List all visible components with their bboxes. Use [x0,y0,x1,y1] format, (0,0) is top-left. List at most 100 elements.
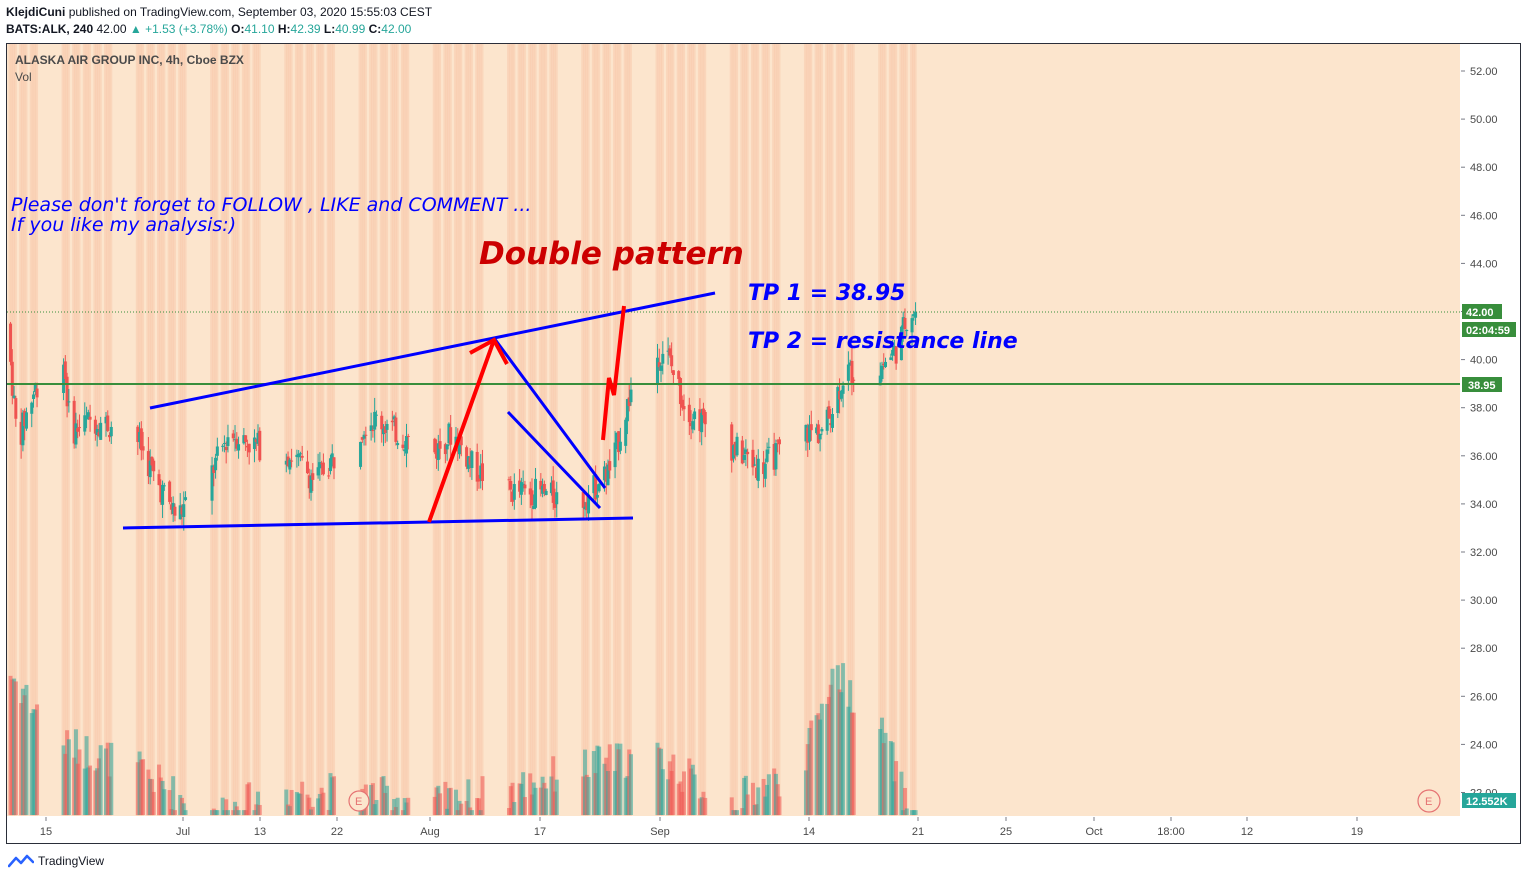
arrow-up-2[interactable] [601,305,626,441]
candle [226,424,230,453]
candle [777,436,781,455]
candle [820,427,824,436]
session-stripe [289,44,293,816]
session-stripe [595,44,599,816]
session-stripe [298,44,302,816]
time-tick-label: 17 [534,826,546,838]
session-stripe [627,44,631,816]
candle [661,341,665,375]
lower-trendline[interactable] [122,516,634,530]
tradingview-logo-icon[interactable] [8,854,34,868]
volume-bar [370,783,375,815]
candle [841,381,845,408]
candle [544,488,548,496]
candle [449,414,453,457]
volume-bar [469,810,474,815]
session-stripe [12,44,16,816]
session-stripe [659,44,663,816]
candle [882,353,886,370]
author-name[interactable]: KlejdiCuni [6,5,66,19]
session-stripe [848,44,852,816]
time-axis[interactable]: 15 Jul 13 22 Aug 17 Sep 14 21 25 Oct 18:00 12 19 [40,817,1363,838]
flag-lower-line[interactable] [506,410,602,510]
candle [182,491,186,531]
svg-text:E: E [1425,796,1432,808]
svg-text:42.00: 42.00 [1466,307,1494,319]
session-stripe [682,44,686,816]
price-tick-label: 38.00 [1470,403,1498,415]
pattern-title: Double pattern [479,236,744,272]
candle [364,426,368,446]
session-stripe [296,44,300,816]
candle [97,423,101,438]
candle [655,343,659,394]
candle [848,359,852,366]
candle [733,441,737,461]
session-stripe [284,44,288,816]
candlestick-series[interactable] [9,302,918,531]
volume-bar [77,749,82,815]
candle [587,485,591,521]
candle [222,435,226,453]
volume-bar [332,776,337,815]
session-stripe [305,44,309,816]
candle [776,439,780,453]
volume-bar [830,668,835,815]
candle [541,478,545,498]
session-stripe [763,44,767,816]
candle [530,478,534,520]
session-stripe [400,44,404,816]
candle [509,476,513,503]
candle [585,496,589,518]
session-stripe [158,44,162,816]
candle [884,357,888,368]
candle [396,440,400,450]
change-value: +1.53 (+3.78%) [145,22,228,36]
volume-bar [385,785,390,815]
candle [76,419,80,439]
candle [169,496,173,515]
candle [382,424,386,447]
svg-text:38.95: 38.95 [1468,380,1496,392]
candle [32,391,36,408]
session-stripe [888,44,892,816]
session-stripe [899,44,903,816]
candle [899,325,903,361]
candle [687,397,691,436]
candle [109,421,113,445]
volume-bar [406,797,411,815]
candle [63,355,67,383]
session-stripe [178,44,182,816]
volume-bar [247,782,252,815]
earnings-marker[interactable]: E [348,790,370,812]
flag-upper-line[interactable] [492,337,607,489]
session-stripe [220,44,224,816]
earnings-marker-future[interactable]: E [1417,789,1441,813]
candle [606,459,610,486]
price-axis[interactable]: 52.00 50.00 48.00 46.00 44.00 42.00 40.00 38.00… [1461,66,1498,800]
session-stripe [517,44,521,816]
session-stripe [616,44,620,816]
session-stripe [392,44,396,816]
volume-bar [756,787,761,815]
volume-bar [692,774,697,815]
candle [309,469,313,501]
candle [680,395,684,411]
time-tick-label: 18:00 [1157,826,1185,838]
candle [311,463,315,491]
volume-bar [554,779,559,815]
session-stripe [743,44,747,816]
session-stripe [879,44,883,816]
candle [551,466,555,510]
session-stripe [742,44,746,816]
candle [703,410,707,438]
brand-name[interactable]: TradingView [38,854,105,868]
candle [305,450,309,475]
candle [772,432,776,476]
follow-text-line1: Please don't forget to FOLLOW , LIKE and… [11,194,531,216]
candle [613,430,617,479]
session-stripe [480,44,484,816]
upper-trendline[interactable] [149,291,716,410]
arrow-up-1[interactable] [427,337,509,523]
